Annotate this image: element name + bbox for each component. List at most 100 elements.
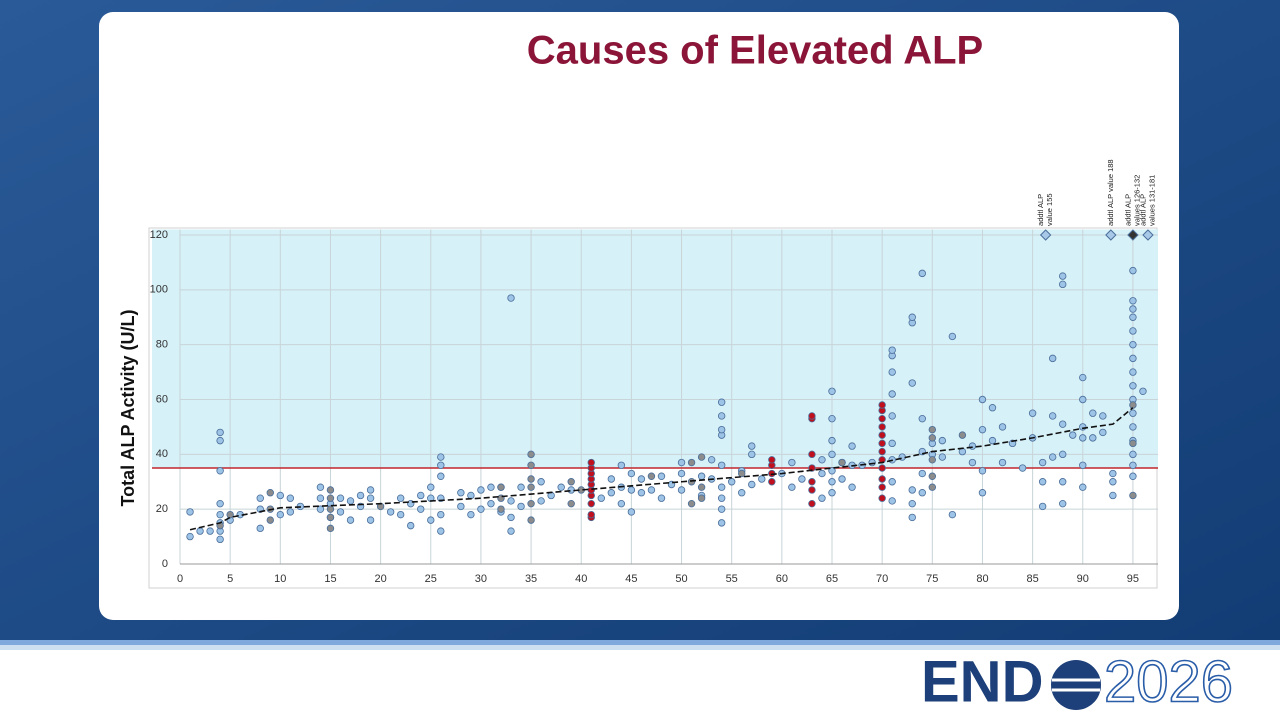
data-point bbox=[326, 494, 335, 502]
data-point bbox=[677, 469, 686, 478]
data-point bbox=[326, 505, 335, 513]
data-point bbox=[607, 475, 616, 483]
data-point bbox=[196, 527, 204, 535]
data-point bbox=[1129, 450, 1137, 459]
data-point bbox=[346, 516, 355, 524]
data-point bbox=[617, 499, 626, 508]
data-point bbox=[1048, 354, 1057, 363]
data-point bbox=[748, 480, 756, 489]
data-point bbox=[216, 436, 224, 445]
data-point bbox=[978, 467, 987, 475]
data-point bbox=[487, 483, 495, 491]
data-point bbox=[1038, 502, 1047, 511]
data-point bbox=[226, 510, 234, 519]
annotation: addtl ALP bbox=[1036, 194, 1045, 226]
data-point bbox=[717, 461, 726, 469]
data-point bbox=[878, 401, 886, 409]
diamond-marker bbox=[1127, 229, 1139, 241]
data-point bbox=[627, 486, 636, 494]
data-point bbox=[998, 423, 1007, 431]
annotation: addtl ALP bbox=[1123, 194, 1132, 226]
annotation: values 126-132 bbox=[1132, 175, 1141, 226]
data-point bbox=[1099, 412, 1107, 420]
data-point bbox=[537, 497, 545, 505]
data-point bbox=[878, 464, 886, 472]
data-point bbox=[1069, 431, 1077, 439]
data-point bbox=[828, 450, 836, 459]
annotation: value 155 bbox=[1045, 193, 1054, 226]
x-tick-label: 50 bbox=[675, 573, 687, 585]
data-point bbox=[1079, 423, 1087, 431]
data-point bbox=[717, 519, 726, 527]
x-tick-label: 5 bbox=[227, 573, 233, 585]
data-point bbox=[1129, 340, 1137, 349]
data-point bbox=[1129, 327, 1137, 335]
data-point bbox=[928, 483, 937, 491]
data-point bbox=[878, 423, 886, 431]
data-point bbox=[316, 494, 325, 502]
data-point bbox=[878, 414, 886, 423]
data-point bbox=[216, 428, 224, 437]
data-point bbox=[717, 412, 726, 420]
data-point bbox=[366, 516, 375, 524]
data-point bbox=[1079, 434, 1087, 442]
data-point bbox=[427, 516, 435, 524]
data-point bbox=[1129, 368, 1137, 376]
data-point bbox=[326, 524, 335, 533]
data-point bbox=[888, 346, 896, 354]
data-point bbox=[557, 483, 565, 491]
data-point bbox=[206, 527, 214, 535]
data-point bbox=[507, 497, 515, 505]
data-point bbox=[1129, 472, 1137, 480]
data-point bbox=[477, 486, 485, 494]
data-point bbox=[437, 510, 445, 519]
y-axis-label: Total ALP Activity (U/L) bbox=[118, 309, 138, 506]
data-point bbox=[527, 483, 535, 491]
logo-year: 2026 bbox=[1104, 649, 1233, 714]
data-point bbox=[346, 497, 355, 505]
data-point bbox=[888, 439, 896, 448]
x-tick-label: 25 bbox=[425, 573, 437, 585]
data-point bbox=[918, 414, 926, 423]
data-point bbox=[316, 483, 325, 491]
x-tick-label: 40 bbox=[575, 573, 587, 585]
data-point bbox=[186, 508, 194, 516]
data-point bbox=[567, 478, 575, 486]
data-point bbox=[798, 475, 806, 483]
data-point bbox=[637, 489, 646, 497]
x-tick-label: 0 bbox=[177, 573, 183, 585]
data-point bbox=[1059, 272, 1067, 280]
data-point bbox=[878, 447, 886, 456]
data-point bbox=[978, 425, 987, 434]
data-point bbox=[617, 461, 626, 469]
data-point bbox=[336, 494, 345, 502]
diamond-marker bbox=[1105, 229, 1117, 241]
data-point bbox=[437, 472, 445, 480]
data-point bbox=[958, 431, 967, 439]
data-point bbox=[497, 505, 505, 513]
data-point bbox=[938, 453, 947, 461]
data-point bbox=[848, 442, 856, 450]
plot: 0 20 40 60 80 100 120 0 5 10 15 20 25 30 35 40 45 50 55 60 6… bbox=[150, 159, 1158, 585]
logo-globe bbox=[1051, 660, 1101, 710]
data-point bbox=[1038, 458, 1047, 467]
data-point bbox=[1129, 401, 1137, 409]
data-point bbox=[457, 489, 465, 497]
data-point bbox=[326, 513, 335, 522]
diamond-marker bbox=[1142, 229, 1154, 241]
data-point bbox=[657, 472, 666, 480]
data-point bbox=[1059, 420, 1067, 428]
data-point bbox=[1129, 266, 1137, 275]
data-point bbox=[677, 458, 686, 467]
data-point bbox=[517, 483, 525, 491]
data-point bbox=[1129, 382, 1137, 390]
y-tick-label: 80 bbox=[156, 339, 168, 351]
logo-text: END bbox=[921, 649, 1043, 714]
data-point bbox=[768, 478, 776, 486]
data-point bbox=[928, 434, 937, 442]
data-point bbox=[1129, 409, 1137, 417]
data-point bbox=[808, 450, 816, 459]
data-point bbox=[748, 442, 756, 450]
data-point bbox=[1008, 439, 1017, 448]
data-point bbox=[888, 368, 896, 376]
